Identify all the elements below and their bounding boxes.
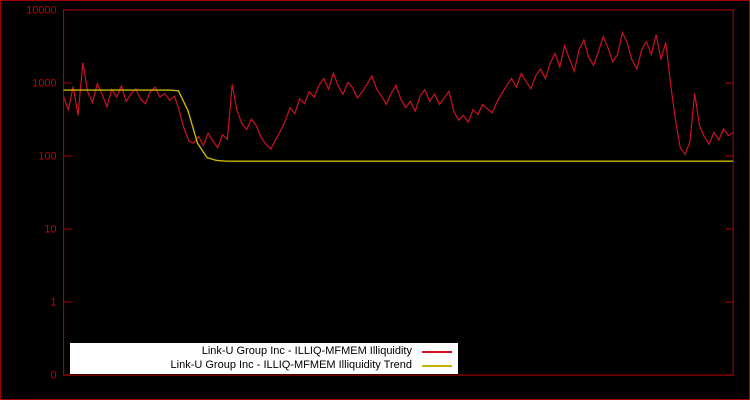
legend-label-illiquidity: Link-U Group Inc - ILLIQ-MFMEM Illiquidi… bbox=[201, 345, 412, 357]
legend-label-trend: Link-U Group Inc - ILLIQ-MFMEM Illiquidi… bbox=[170, 359, 412, 371]
legend: Link-U Group Inc - ILLIQ-MFMEM Illiquidi… bbox=[70, 343, 458, 374]
trend-line bbox=[63, 89, 734, 162]
legend-item-illiquidity: Link-U Group Inc - ILLIQ-MFMEM Illiquidi… bbox=[76, 345, 452, 358]
legend-item-trend: Link-U Group Inc - ILLIQ-MFMEM Illiquidi… bbox=[76, 359, 452, 372]
legend-line-sample-yellow bbox=[422, 364, 452, 367]
y-tick-label: 1000 bbox=[32, 77, 56, 89]
illiquidity-line bbox=[63, 30, 734, 156]
y-tick-label: 100 bbox=[38, 151, 56, 163]
legend-line-sample-red bbox=[422, 350, 452, 353]
y-tick-label: 1 bbox=[51, 297, 57, 309]
plot-frame bbox=[63, 9, 734, 376]
y-tick-label: 10 bbox=[44, 224, 56, 236]
y-tick-label: 10000 bbox=[26, 4, 56, 16]
y-tick-label: 0 bbox=[51, 370, 57, 382]
